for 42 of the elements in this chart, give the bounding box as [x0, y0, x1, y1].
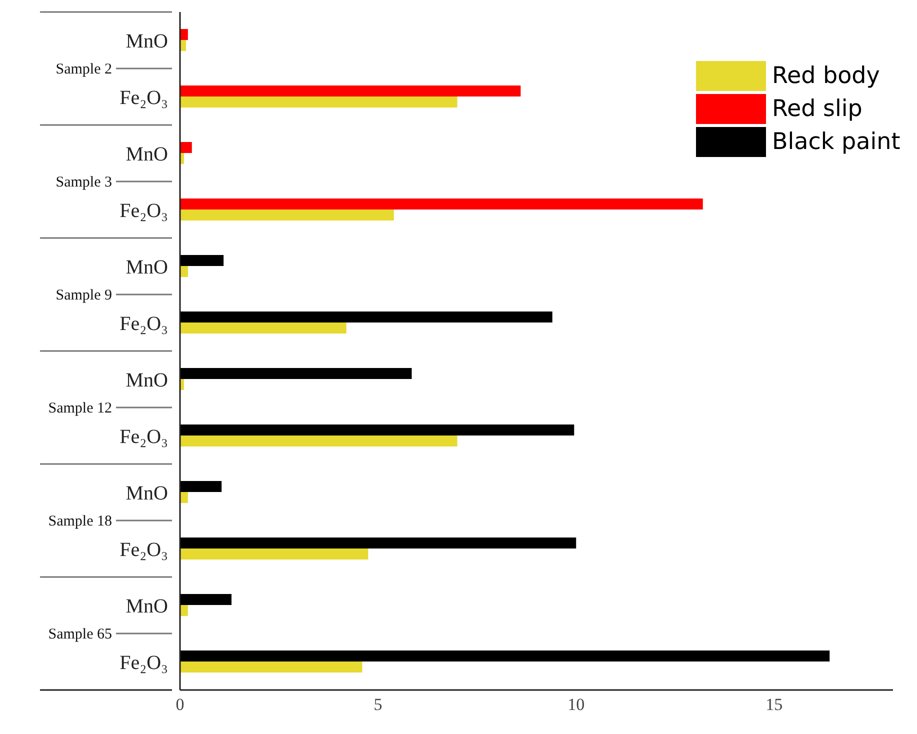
text: Sample 2 — [56, 62, 112, 78]
y-tick-label: Fe₂O₃ — [120, 426, 168, 448]
text: Sample 18 — [48, 514, 112, 530]
y-tick-label: MnO — [126, 482, 168, 504]
y-tick-label: Fe₂O₃ — [120, 200, 168, 222]
bar — [180, 662, 362, 672]
legend-label: Red body — [772, 63, 880, 89]
y-tick-label: MnO — [126, 595, 168, 618]
bar — [180, 436, 458, 446]
bar — [180, 255, 224, 266]
y-tick-label: MnO — [126, 369, 168, 392]
bar — [180, 312, 552, 322]
y-tick-label: Fe₂O₃ — [120, 312, 168, 335]
bar — [180, 368, 412, 379]
y-tick-label: Fe₂O₃ — [120, 652, 168, 674]
x-tick-label: 15 — [766, 695, 783, 714]
bar — [180, 142, 192, 153]
bar — [180, 210, 394, 220]
bar — [180, 594, 232, 605]
bar — [180, 96, 458, 108]
y-tick-label: Fe₂O₃ — [120, 86, 168, 109]
bar — [180, 548, 368, 560]
text: Sample 9 — [56, 288, 112, 304]
bar — [180, 198, 703, 210]
bar — [180, 322, 346, 334]
legend-label: Black paint — [772, 129, 900, 155]
text: Sample 65 — [48, 626, 112, 642]
bar — [180, 650, 830, 662]
y-tick-label: Fe₂O₃ — [120, 538, 168, 561]
bar — [180, 86, 521, 96]
y-tick-label: MnO — [126, 143, 168, 166]
x-tick-label: 0 — [176, 695, 184, 714]
bar — [180, 481, 222, 492]
bar — [180, 424, 574, 436]
text: Sample 3 — [56, 174, 112, 190]
x-tick-label: 5 — [374, 695, 382, 714]
x-tick-label: 10 — [568, 695, 585, 714]
y-tick-label: MnO — [126, 256, 168, 278]
legend-label: Red slip — [772, 96, 862, 122]
y-tick-label: MnO — [126, 30, 168, 52]
bar — [180, 538, 576, 548]
text: Sample 12 — [48, 400, 112, 416]
